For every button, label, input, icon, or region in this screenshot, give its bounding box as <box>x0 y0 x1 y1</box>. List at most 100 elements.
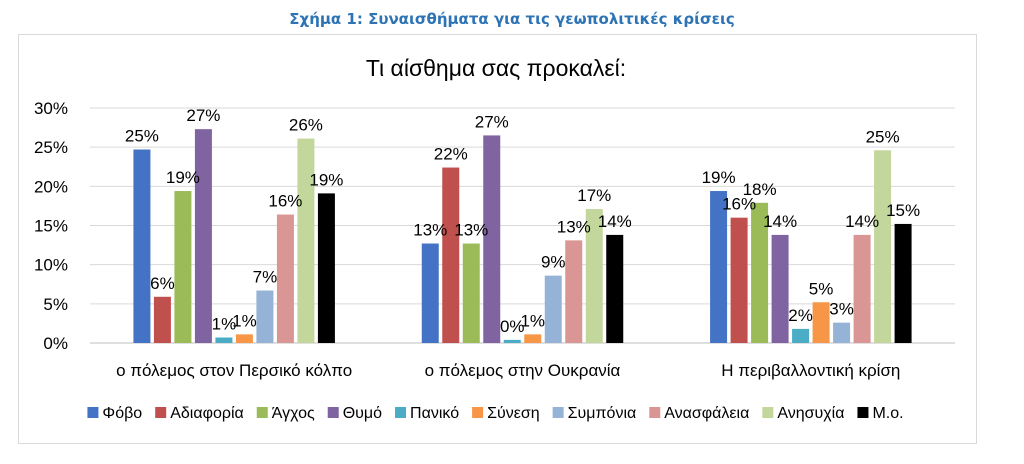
data-label: 19% <box>309 170 343 189</box>
bar <box>585 209 603 343</box>
data-label: 27% <box>475 112 509 131</box>
bar <box>894 223 912 343</box>
legend-swatch <box>472 407 484 418</box>
legend-swatch <box>857 407 869 418</box>
data-label: 26% <box>289 116 323 135</box>
legend-swatch <box>256 407 268 418</box>
data-label: 22% <box>434 145 468 164</box>
y-tick-label: 0% <box>43 334 68 353</box>
figure-caption: Σχήμα 1: Συναισθήματα για τις γεωπολιτικ… <box>289 10 735 28</box>
legend: Φόβο Αδιαφορία Άγχος Θυμό Πανικό Σύνεση Συμπόν… <box>87 405 904 422</box>
bar <box>421 243 439 343</box>
bar <box>174 191 192 343</box>
bar <box>153 296 171 343</box>
data-label: 13% <box>413 221 447 240</box>
chart-title: Τι αίσθημα σας προκαλεί: <box>366 55 626 81</box>
bar <box>133 149 151 343</box>
legend-swatch <box>87 407 99 418</box>
bar <box>317 193 335 343</box>
data-label: 2% <box>788 306 813 325</box>
data-label: 1% <box>520 311 545 330</box>
legend-swatch <box>395 407 407 418</box>
bar <box>751 202 769 343</box>
bar <box>544 275 562 343</box>
y-tick-label: 10% <box>34 256 68 275</box>
data-label: 19% <box>166 168 200 187</box>
bar <box>792 328 810 343</box>
legend-label: Ανησυχία <box>777 405 844 422</box>
legend-swatch <box>327 407 339 418</box>
y-tick-label: 20% <box>34 177 68 196</box>
bar <box>462 243 480 343</box>
data-label: 5% <box>809 279 834 298</box>
data-label: 13% <box>454 221 488 240</box>
bar <box>235 334 253 343</box>
category-label: Η περιβαλλοντική κρίση <box>721 361 900 380</box>
data-label: 16% <box>722 195 756 214</box>
y-tick-label: 15% <box>34 217 68 236</box>
legend-swatch <box>762 407 774 418</box>
bar <box>276 214 294 343</box>
bar <box>833 322 851 343</box>
category-labels: ο πόλεμος στον Περσικό κόλπο ο πόλεμος στ… <box>116 361 900 380</box>
bar <box>503 339 521 343</box>
legend-swatch <box>649 407 661 418</box>
legend-label: Φόβο <box>102 405 142 422</box>
legend-swatch <box>552 407 564 418</box>
bar <box>215 337 233 343</box>
data-label: 6% <box>150 274 175 293</box>
data-label: 17% <box>577 186 611 205</box>
legend-label: Ανασφάλεια <box>664 405 749 422</box>
chart-frame <box>18 34 977 444</box>
legend-label: Αδιαφορία <box>170 405 244 422</box>
data-label: 16% <box>268 192 302 211</box>
data-label: 14% <box>763 212 797 231</box>
data-label: 25% <box>866 127 900 146</box>
bars <box>133 129 912 343</box>
y-tick-label: 25% <box>34 138 68 157</box>
data-label: 14% <box>598 212 632 231</box>
data-label: 7% <box>253 268 278 287</box>
category-label: ο πόλεμος στην Ουκρανία <box>425 361 621 380</box>
legend-label: Μ.ο. <box>872 405 903 422</box>
category-label: ο πόλεμος στον Περσικό κόλπο <box>116 361 352 380</box>
bar <box>812 302 830 343</box>
data-label: 27% <box>186 106 220 125</box>
data-label: 15% <box>886 201 920 220</box>
y-tick-label: 30% <box>34 99 68 118</box>
bar <box>710 191 728 343</box>
data-label: 25% <box>125 127 159 146</box>
bar <box>730 217 748 343</box>
legend-label: Σύνεση <box>487 405 540 422</box>
data-label: 1% <box>212 315 237 334</box>
data-label: 0% <box>500 317 525 336</box>
bar <box>194 129 212 343</box>
legend-swatch <box>155 407 167 418</box>
bar <box>297 138 315 343</box>
data-label: 18% <box>743 180 777 199</box>
bar <box>524 334 542 343</box>
data-labels: 25%6%19%27%1%1%7%16%26%19%13%22%13%27%0%… <box>125 106 920 336</box>
data-label: 9% <box>541 253 566 272</box>
data-label: 19% <box>702 168 736 187</box>
legend-label: Άγχος <box>272 405 315 422</box>
data-label: 1% <box>232 311 257 330</box>
gridlines <box>90 107 955 344</box>
y-axis-ticks: 0% 5% 10% 15% 20% 25% 30% <box>34 99 68 353</box>
bar <box>874 150 892 343</box>
legend-label: Συμπόνια <box>568 405 637 422</box>
legend-label: Θυμό <box>343 405 382 422</box>
bar <box>853 234 871 343</box>
data-label: 14% <box>845 212 879 231</box>
bar <box>606 234 624 343</box>
bar <box>565 240 583 343</box>
bar <box>483 135 501 343</box>
bar <box>442 167 460 343</box>
legend-label: Πανικό <box>410 405 459 422</box>
data-label: 13% <box>557 217 591 236</box>
bar <box>771 234 789 343</box>
data-label: 3% <box>829 300 854 319</box>
bar <box>256 290 274 343</box>
y-tick-label: 5% <box>43 295 68 314</box>
